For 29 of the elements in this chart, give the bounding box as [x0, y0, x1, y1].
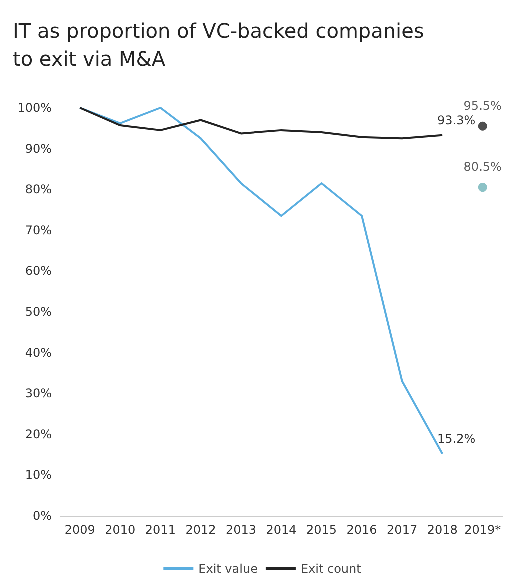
- data-label: 15.2%: [438, 432, 476, 446]
- data-label: 80.5%: [464, 160, 502, 174]
- legend-label: Exit count: [300, 562, 362, 576]
- x-tick-label: 2015: [306, 523, 338, 537]
- x-tick-label: 2017: [387, 523, 418, 537]
- data-label: 93.3%: [438, 113, 476, 128]
- x-tick-label: 2019*: [464, 523, 502, 537]
- y-tick-label: 30%: [25, 386, 52, 401]
- y-tick-label: 0%: [32, 509, 52, 523]
- y-tick-label: 60%: [25, 264, 52, 278]
- x-tick-label: 2013: [226, 523, 256, 537]
- y-tick-label: 90%: [25, 142, 52, 156]
- y-tick-label: 70%: [25, 223, 52, 238]
- data-label: 95.5%: [464, 98, 502, 113]
- x-tick-label: 2016: [346, 523, 378, 537]
- y-tick-label: 80%: [25, 182, 52, 197]
- x-tick-label: 2014: [266, 523, 297, 537]
- y-tick-label: 100%: [18, 101, 52, 115]
- x-tick-label: 2012: [186, 523, 216, 537]
- y-tick-label: 10%: [25, 468, 52, 482]
- chart-title: IT as proportion of VC-backed companies to exit via M&A: [13, 19, 431, 71]
- y-tick-label: 40%: [25, 346, 52, 360]
- x-tick-label: 2018: [427, 523, 458, 537]
- x-tick-label: 2009: [64, 523, 96, 537]
- legend-label: Exit value: [198, 562, 258, 576]
- x-tick-label: 2010: [105, 523, 136, 537]
- y-tick-label: 50%: [25, 305, 52, 319]
- y-tick-label: 20%: [25, 427, 52, 442]
- x-tick-label: 2011: [145, 523, 176, 537]
